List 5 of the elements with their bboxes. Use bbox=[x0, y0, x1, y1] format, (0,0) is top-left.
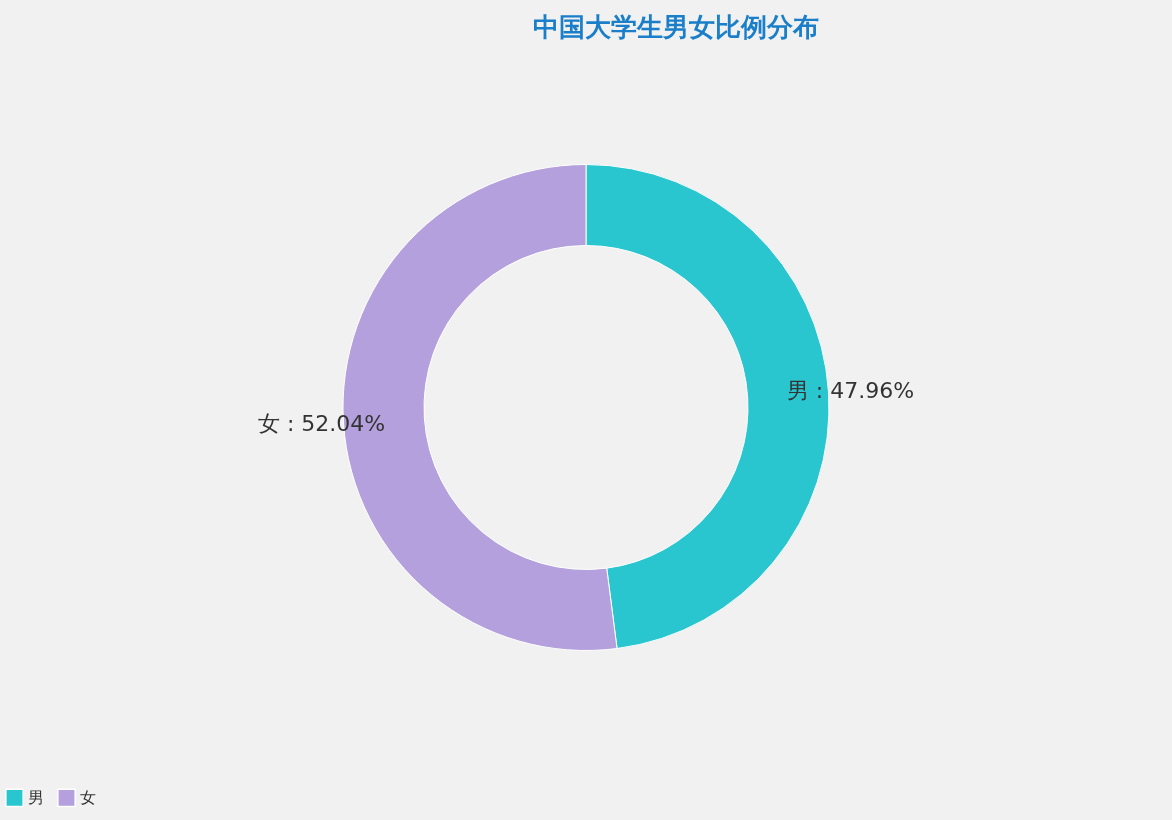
legend-label: 男 bbox=[28, 787, 44, 807]
chart-title: 中国大学生男女比例分布 bbox=[533, 12, 819, 42]
data-label: 女 : 52.04% bbox=[257, 411, 386, 437]
legend-label: 女 bbox=[80, 787, 96, 807]
data-label: 男 : 47.96% bbox=[786, 377, 915, 403]
